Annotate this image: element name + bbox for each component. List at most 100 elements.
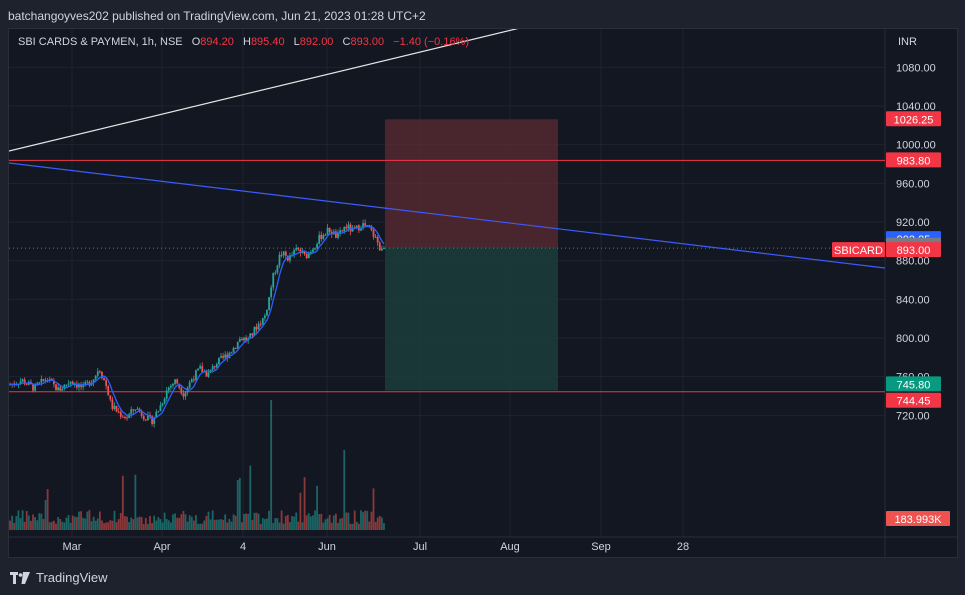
candle-body	[341, 230, 344, 232]
volume-bar	[11, 515, 14, 530]
volume-bar	[53, 520, 55, 530]
volume-bar	[268, 510, 270, 530]
volume-bar	[147, 523, 149, 530]
volume-bar	[383, 523, 385, 530]
close-label: C	[343, 36, 351, 48]
volume-bar	[272, 523, 275, 530]
volume-bar	[48, 522, 51, 530]
volume-bar	[355, 521, 358, 530]
candle-body	[266, 309, 268, 316]
candle-body	[103, 378, 105, 381]
volume-bar	[13, 522, 16, 530]
candle-body	[278, 254, 281, 266]
candle-body	[232, 347, 235, 353]
volume-bar	[274, 517, 277, 530]
candle-body	[136, 408, 139, 410]
candle-body	[121, 416, 124, 418]
candle-body	[220, 355, 222, 358]
candle-body	[159, 405, 162, 412]
volume-label-text: 183.993K	[894, 514, 942, 526]
price-label-text: 1026.25	[894, 114, 934, 126]
volume-bar	[30, 520, 32, 530]
volume-bar	[253, 512, 256, 530]
volume-bar	[320, 513, 323, 530]
volume-bar	[236, 480, 239, 530]
volume-bar	[69, 522, 72, 530]
candle-body	[92, 379, 95, 383]
price-label-box	[886, 242, 941, 258]
volume-bar	[222, 519, 225, 530]
volume-bar	[59, 519, 62, 530]
volume-bar	[259, 523, 262, 530]
volume-bar	[19, 518, 22, 530]
volume-bar	[343, 450, 346, 530]
candle-body	[78, 384, 80, 388]
volume-bar	[266, 518, 268, 530]
footer[interactable]: TradingView	[10, 570, 108, 585]
trend-lines[interactable]	[9, 28, 885, 393]
candle-body	[101, 371, 103, 379]
candle-body	[362, 223, 364, 229]
candle-body	[140, 411, 143, 416]
time-tick-label: Apr	[153, 541, 170, 553]
volume-bar	[284, 516, 287, 530]
volume-bar	[345, 512, 348, 530]
candle-body	[263, 315, 266, 319]
volume-bar	[124, 516, 126, 530]
volume-bar	[57, 517, 59, 530]
volume-bar	[50, 521, 53, 530]
volume-bar	[372, 488, 375, 530]
price-label-box	[886, 111, 941, 127]
candle-body	[286, 255, 289, 261]
volume-bar	[163, 512, 166, 530]
volume-bar	[161, 522, 164, 530]
volume-bar	[134, 474, 137, 530]
volume-bar	[307, 513, 310, 530]
time-tick-label: Sep	[591, 541, 611, 553]
time-axis: Mar Apr 4 Jun Jul Aug Sep 28	[63, 541, 690, 553]
volume-bar	[65, 517, 68, 530]
candle-body	[355, 225, 358, 229]
volume-bar	[341, 518, 344, 530]
volume-bar	[132, 519, 135, 530]
volume-bar	[211, 510, 214, 530]
candle-body	[251, 333, 254, 336]
candle-body	[155, 411, 158, 418]
volume-bar	[55, 523, 57, 530]
volume-bar	[190, 516, 193, 530]
volume-bar	[149, 516, 151, 530]
candle-body	[343, 226, 346, 232]
candle-body	[226, 354, 229, 358]
currency-label: INR	[898, 36, 917, 48]
candle-body	[130, 409, 133, 415]
candle-body	[197, 368, 199, 371]
volume-bar	[335, 513, 337, 530]
volume-bar	[113, 510, 116, 530]
volume-bar	[309, 516, 312, 530]
candle-body	[165, 390, 168, 399]
volume-bar	[357, 523, 360, 530]
candle-body	[211, 366, 214, 370]
candle-body	[314, 248, 316, 250]
volume-bar	[21, 510, 24, 530]
price-tick-label: 720.00	[896, 410, 930, 422]
candle-body	[176, 379, 179, 384]
volume-bar	[318, 514, 321, 530]
volume-bar	[63, 522, 66, 530]
volume-bar	[322, 522, 325, 530]
candle-body	[201, 366, 204, 373]
candle-body	[59, 387, 62, 391]
volume-bar	[157, 517, 160, 530]
candle-body	[360, 228, 362, 231]
candle-body	[34, 384, 37, 391]
volume-bar	[243, 514, 245, 530]
candle-body	[268, 296, 270, 310]
volume-bar	[40, 513, 43, 530]
candle-body	[318, 234, 321, 245]
candle-body	[25, 384, 28, 386]
volume-bar	[380, 517, 383, 530]
volume-bar	[140, 517, 143, 530]
volume-bar	[324, 519, 327, 530]
candle-body	[316, 244, 319, 249]
